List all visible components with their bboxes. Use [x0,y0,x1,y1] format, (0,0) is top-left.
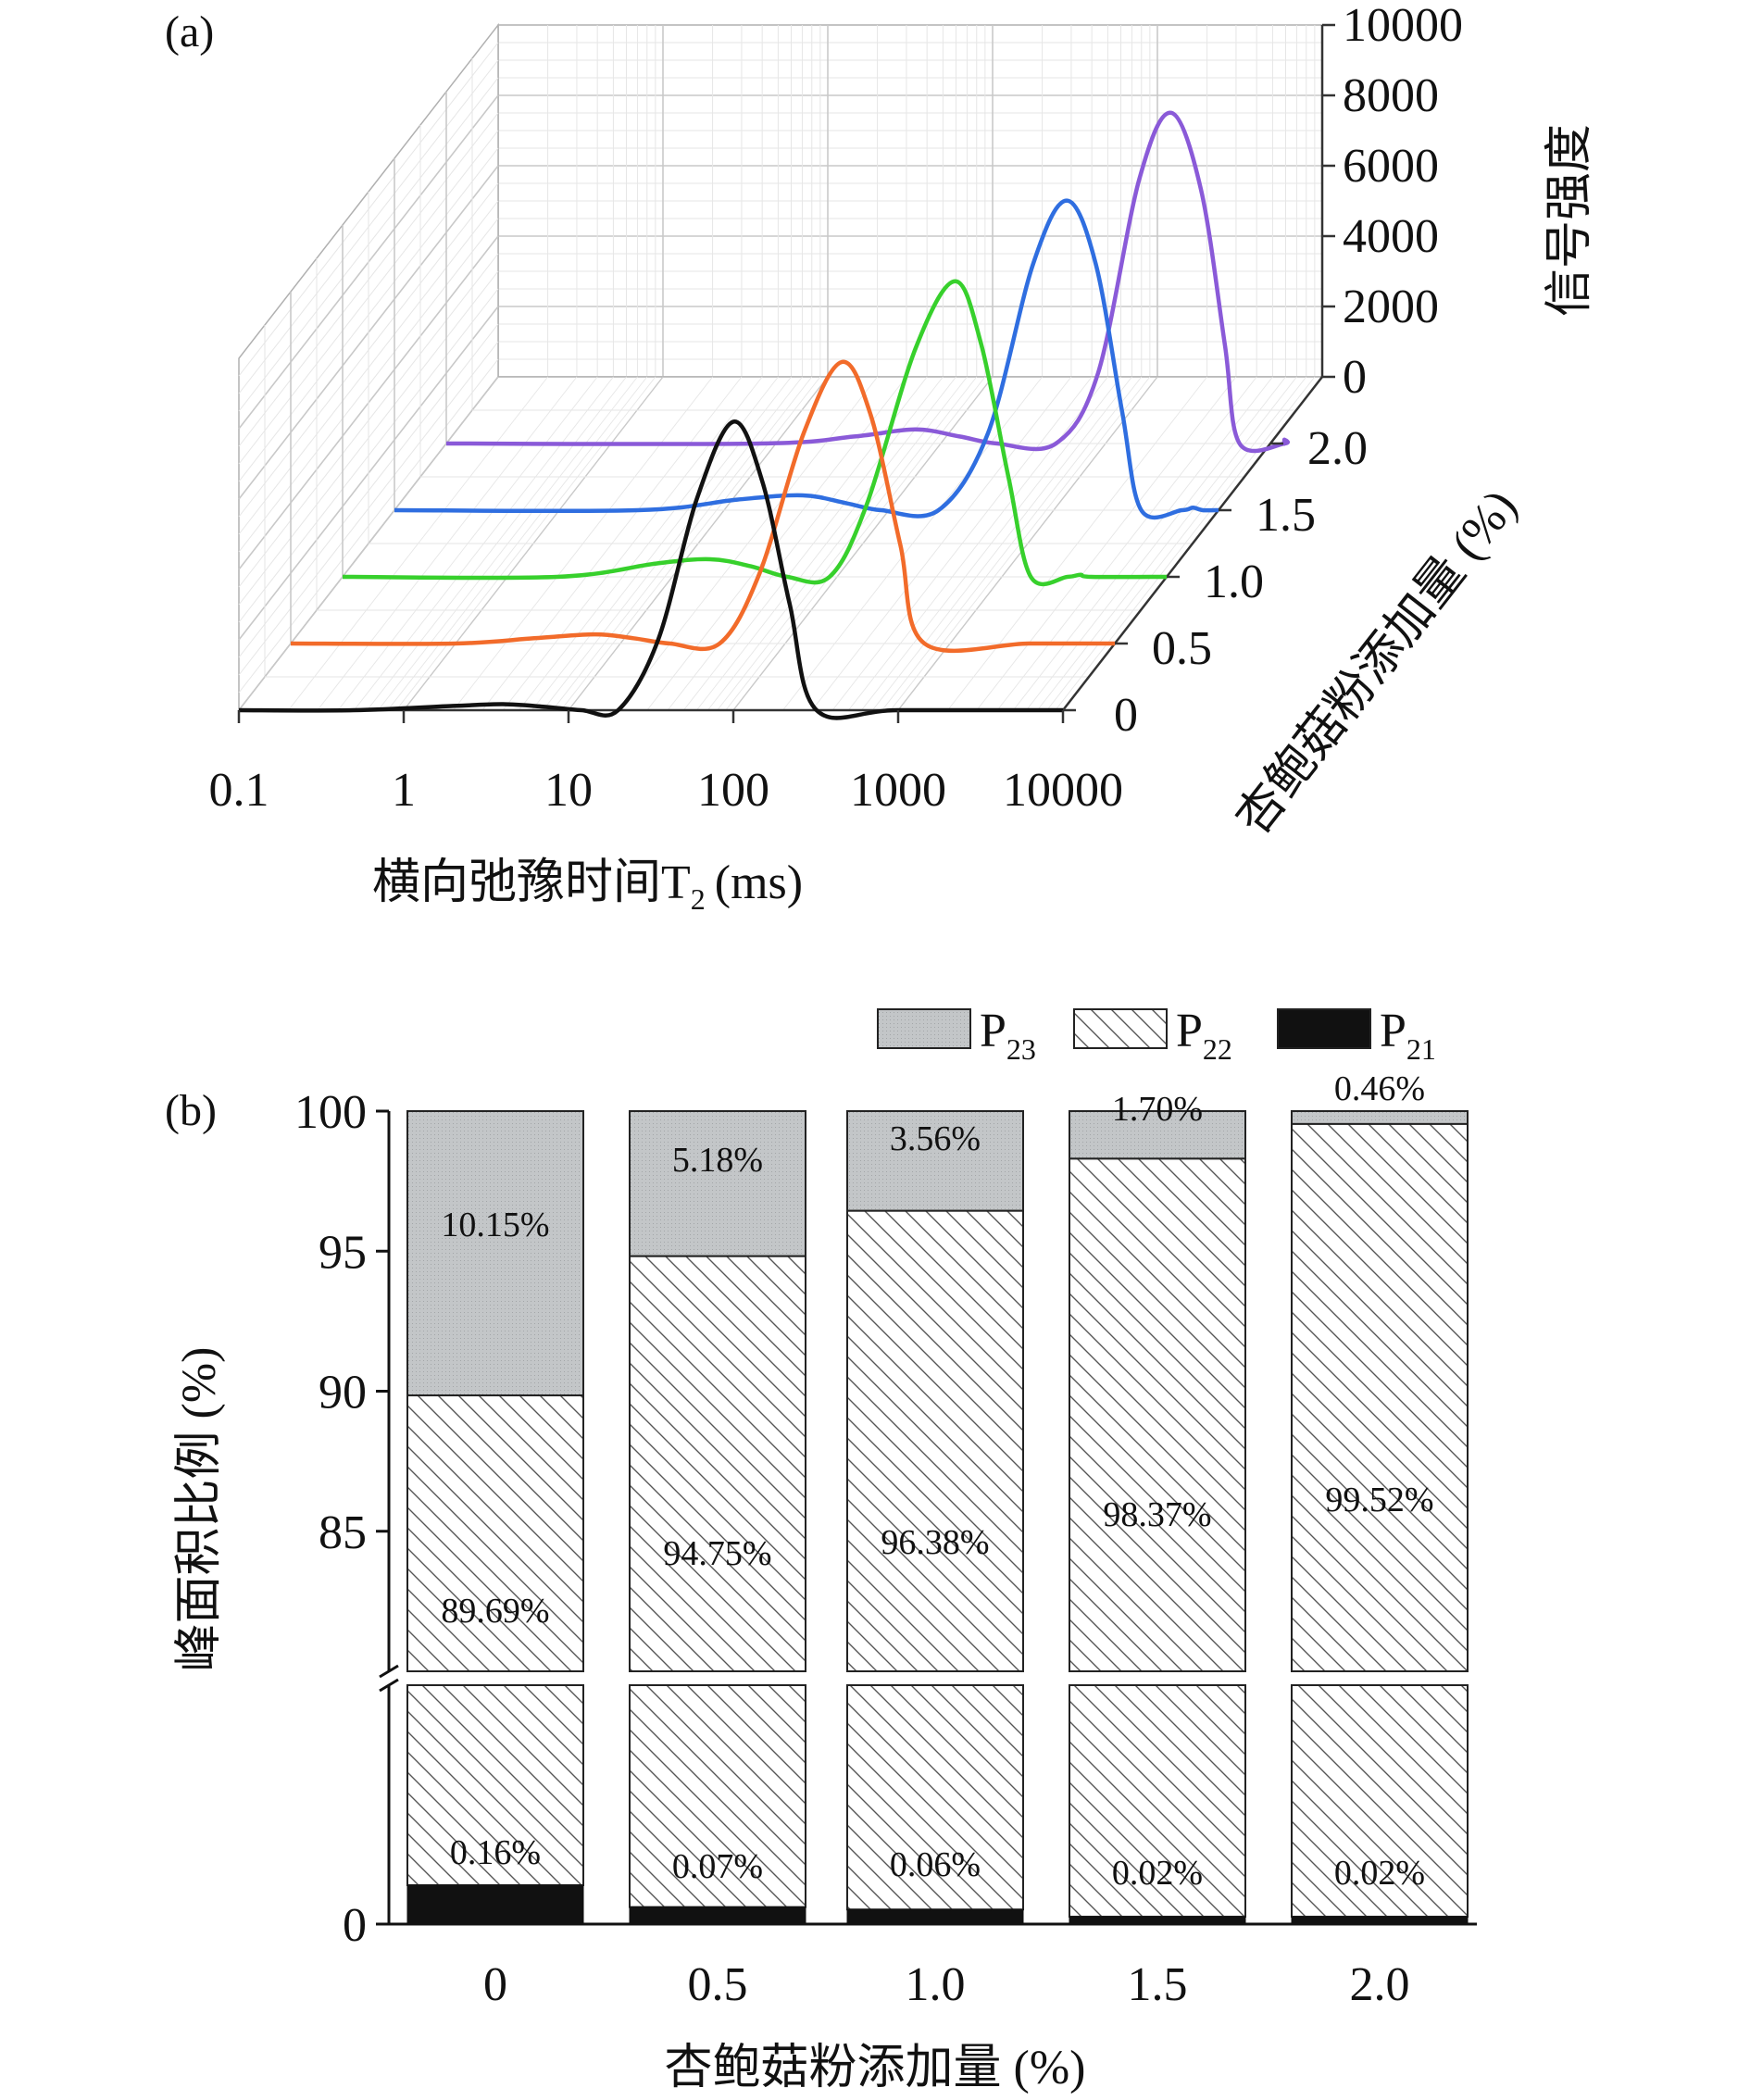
x-tick-label: 1.0 [906,1958,966,2011]
bar-p21-0 [406,1884,584,1925]
legend-label-P21: P21 [1380,1005,1436,1066]
bar-break-gap [628,1672,807,1684]
data-label-p23: 1.70% [1112,1090,1203,1129]
panel-b-axes: 0 85 90 95 100 0 0.5 1.0 1.5 2.0 [294,1086,1477,2011]
x-tick-label: 1 [392,764,416,817]
panel-b-x-axis-label: 杏鲍菇粉添加量 (%) [665,2042,1086,2094]
data-label-p23: 3.56% [890,1119,981,1158]
axis-break-mark [379,1664,399,1679]
bar-p22-upper-2.0 [1291,1122,1469,1673]
data-label-p23: 5.18% [672,1141,763,1180]
data-label-p21: 0.16% [450,1833,541,1872]
x-tick-label: 10000 [1003,764,1123,817]
curve-series-1.0 [342,279,1168,587]
bar-p22-lower-1.5 [1069,1684,1246,1918]
data-label-p21: 0.02% [1334,1854,1425,1893]
bar-p22-upper-0.5 [629,1255,806,1672]
y-tick-label: 85 [319,1506,367,1559]
data-label-p22: 99.52% [1325,1481,1433,1519]
bar-p22-lower-2.0 [1291,1684,1469,1918]
y-tick-label: 0 [343,1899,367,1952]
bar-p21-0.5 [629,1906,806,1925]
y-tick-label: 1.0 [1204,556,1264,608]
z-tick-label: 2000 [1343,281,1439,333]
data-label-p21: 0.06% [890,1845,981,1884]
curve-series-1.5 [394,198,1219,520]
bar-p23-1.5 [1069,1110,1246,1160]
axis-break-mark [379,1678,399,1693]
bar-p22-upper-1.0 [846,1209,1024,1672]
bar-p23-2.0 [1291,1110,1469,1125]
legend-label-P23: P23 [980,1005,1036,1066]
legend-swatch-P22 [1073,1008,1168,1049]
y-tick-label: 90 [319,1367,367,1419]
data-label-p22: 98.37% [1103,1495,1211,1534]
y-tick-label: 95 [319,1226,367,1279]
panel-a-x-axis-label: 横向弛豫时间T2 (ms) [372,856,803,916]
panel-b-bars: 10.15% 89.69% 0.16% 5.18% 94.75% 0.07% 3.56% 96… [406,1069,1469,1925]
curve-series-0 [238,419,1063,720]
curve-series-2.0 [445,110,1290,454]
bar-p21-1.0 [846,1908,1024,1925]
x-tick-label: 0.5 [688,1958,748,2011]
z-tick-label: 6000 [1343,140,1439,193]
bar-break-gap [1068,1672,1247,1684]
z-tick-label: 8000 [1343,69,1439,122]
z-tick-label: 0 [1343,351,1367,404]
panel-a-label: (a) [165,7,214,56]
data-label-p22: 96.38% [881,1523,989,1562]
y-tick-label: 0 [1114,689,1138,742]
x-tick-label: 10 [544,764,593,817]
panel-b-legend: P23 P22 P21 [877,1005,1436,1066]
panel-a-x-ticks: 0.1 1 10 100 1000 10000 [209,710,1123,817]
panel-a: (a) 0.1 1 10 100 1000 10000 0 2000 4000 6000 8000… [165,0,1596,916]
y-tick-label: 1.5 [1256,489,1316,542]
y-tick-label: 100 [294,1086,367,1139]
bar-break-gap [845,1672,1025,1684]
z-tick-label: 4000 [1343,210,1439,263]
x-tick-label: 2.0 [1350,1958,1410,2011]
y-axis-line [1062,376,1323,711]
bar-break-gap [406,1672,585,1684]
data-label-p22: 89.69% [441,1592,549,1631]
data-label-p21: 0.07% [672,1847,763,1886]
bar-p23-0.5 [629,1110,806,1257]
panel-b-y-axis-label: 峰面积比例 (%) [173,1347,226,1672]
panel-b: (b) P23 P22 P21 10.15% 89.69% 0.16% 5.18% 94.7… [165,1005,1477,2094]
panel-a-walls [237,22,1324,713]
x-tick-label: 1.5 [1128,1958,1188,2011]
bar-break-gap [1290,1672,1469,1684]
x-tick-label: 100 [697,764,769,817]
panel-a-z-axis-label: 信号强度 [1544,124,1596,317]
data-label-p21: 0.02% [1112,1854,1203,1893]
bar-p22-upper-0 [406,1394,584,1672]
legend-swatch-P21 [1277,1008,1371,1049]
panel-b-label: (b) [165,1086,217,1135]
legend-swatch-P23 [877,1008,971,1049]
bar-p22-lower-1.0 [846,1684,1024,1911]
legend-label-P22: P22 [1176,1005,1232,1066]
y-tick-label: 2.0 [1307,422,1368,475]
panel-a-z-ticks: 0 2000 4000 6000 8000 10000 [1322,0,1463,404]
bar-p22-lower-0.5 [629,1684,806,1908]
y-tick-label: 0.5 [1152,622,1212,675]
bar-p22-upper-1.5 [1069,1157,1246,1672]
x-tick-label: 0.1 [209,764,269,817]
panel-a-curves [238,110,1290,720]
data-label-p22: 94.75% [663,1534,771,1573]
x-tick-label: 0 [483,1958,507,2011]
bar-p23-0 [406,1110,584,1397]
data-label-p23: 10.15% [441,1206,549,1244]
data-label-p23: 0.46% [1334,1069,1425,1108]
z-tick-label: 10000 [1343,0,1463,52]
x-tick-label: 1000 [850,764,946,817]
panel-a-y-ticks: 0 0.5 1.0 1.5 2.0 [1063,422,1368,742]
